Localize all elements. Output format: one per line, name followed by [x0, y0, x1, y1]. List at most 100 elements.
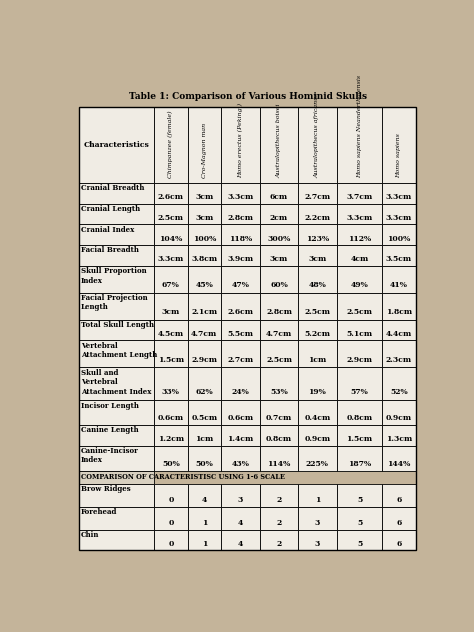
Bar — [80, 183, 154, 204]
Bar — [188, 224, 221, 245]
Text: 0: 0 — [168, 496, 173, 504]
Text: Characteristics: Characteristics — [84, 141, 150, 149]
Bar — [154, 507, 188, 530]
Text: 3cm: 3cm — [308, 255, 327, 263]
Bar — [260, 400, 298, 425]
Text: 2.5cm: 2.5cm — [266, 356, 292, 364]
Text: 3: 3 — [238, 496, 243, 504]
Bar — [298, 183, 337, 204]
Bar — [298, 107, 337, 183]
Text: 2.9cm: 2.9cm — [346, 356, 373, 364]
Bar — [188, 507, 221, 530]
Bar — [337, 507, 382, 530]
Text: 1cm: 1cm — [308, 356, 327, 364]
Bar — [260, 507, 298, 530]
Bar — [221, 400, 260, 425]
Bar — [337, 204, 382, 224]
Bar — [221, 320, 260, 340]
Text: 2.1cm: 2.1cm — [191, 308, 218, 316]
Text: Brow Ridges: Brow Ridges — [81, 485, 130, 494]
Text: Canine Length: Canine Length — [81, 427, 138, 434]
Text: Skull and
Vertebral
Attachment Index: Skull and Vertebral Attachment Index — [81, 369, 151, 396]
Text: Forehead: Forehead — [81, 508, 117, 516]
Text: Chimpanzee (female): Chimpanzee (female) — [168, 111, 173, 178]
Bar — [382, 340, 416, 367]
Bar — [382, 484, 416, 507]
Bar — [260, 320, 298, 340]
Text: 2.3cm: 2.3cm — [386, 356, 412, 364]
Text: 1cm: 1cm — [195, 435, 213, 443]
Bar — [154, 183, 188, 204]
Bar — [260, 530, 298, 550]
Bar — [80, 293, 154, 320]
Text: 5: 5 — [357, 540, 362, 548]
Bar — [221, 484, 260, 507]
Text: 33%: 33% — [162, 388, 180, 396]
Bar — [188, 425, 221, 446]
Text: 0.8cm: 0.8cm — [266, 435, 292, 443]
Bar — [337, 446, 382, 471]
Bar — [260, 204, 298, 224]
Text: 6cm: 6cm — [270, 193, 288, 201]
Text: 5.5cm: 5.5cm — [228, 330, 254, 337]
Bar — [337, 320, 382, 340]
Text: 2.7cm: 2.7cm — [228, 356, 254, 364]
Text: 57%: 57% — [351, 388, 368, 396]
Bar — [154, 224, 188, 245]
Text: 2cm: 2cm — [270, 214, 288, 222]
Text: 1.5cm: 1.5cm — [346, 435, 373, 443]
Text: Homo sapiens: Homo sapiens — [396, 133, 401, 178]
Text: 144%: 144% — [387, 459, 410, 468]
Bar — [221, 245, 260, 265]
Text: Vertebral
Attachment Length: Vertebral Attachment Length — [81, 342, 157, 359]
Bar — [188, 265, 221, 293]
Text: Canine-Incisor
Index: Canine-Incisor Index — [81, 447, 139, 465]
Bar — [221, 530, 260, 550]
Bar — [80, 471, 154, 484]
Text: Skull Proportion
Index: Skull Proportion Index — [81, 267, 146, 284]
Bar — [260, 340, 298, 367]
Bar — [221, 425, 260, 446]
Text: 1.8cm: 1.8cm — [386, 308, 412, 316]
Text: 3.3cm: 3.3cm — [386, 193, 412, 201]
Bar — [154, 293, 188, 320]
Bar — [80, 224, 154, 245]
Bar — [221, 367, 260, 400]
Text: 0.4cm: 0.4cm — [304, 414, 330, 422]
Bar — [260, 107, 298, 183]
Text: 1.3cm: 1.3cm — [386, 435, 412, 443]
Text: 3.5cm: 3.5cm — [386, 255, 412, 263]
Bar — [221, 265, 260, 293]
Text: 3.3cm: 3.3cm — [346, 214, 373, 222]
Bar — [80, 367, 154, 400]
Bar — [298, 400, 337, 425]
Bar — [382, 293, 416, 320]
Text: 62%: 62% — [195, 388, 213, 396]
Text: 4cm: 4cm — [350, 255, 369, 263]
Text: Table 1: Comparison of Various Hominid Skulls: Table 1: Comparison of Various Hominid S… — [128, 92, 366, 101]
Bar — [260, 245, 298, 265]
Text: 43%: 43% — [232, 459, 250, 468]
Text: 0.9cm: 0.9cm — [304, 435, 330, 443]
Text: 2: 2 — [276, 540, 282, 548]
Text: 3cm: 3cm — [270, 255, 288, 263]
Bar — [337, 400, 382, 425]
Bar — [337, 484, 382, 507]
Bar — [337, 367, 382, 400]
Text: 1.4cm: 1.4cm — [228, 435, 254, 443]
Bar — [188, 245, 221, 265]
Text: 3.3cm: 3.3cm — [158, 255, 184, 263]
Bar — [80, 204, 154, 224]
Text: 4: 4 — [238, 519, 243, 527]
Text: 2.8cm: 2.8cm — [228, 214, 254, 222]
Text: 5.2cm: 5.2cm — [304, 330, 330, 337]
Text: 4.4cm: 4.4cm — [386, 330, 412, 337]
Text: 47%: 47% — [232, 281, 250, 289]
Bar — [382, 265, 416, 293]
Text: 1.2cm: 1.2cm — [158, 435, 184, 443]
Text: 2.6cm: 2.6cm — [228, 308, 254, 316]
Bar — [298, 224, 337, 245]
Bar — [260, 224, 298, 245]
Bar — [298, 293, 337, 320]
Text: 2: 2 — [276, 519, 282, 527]
